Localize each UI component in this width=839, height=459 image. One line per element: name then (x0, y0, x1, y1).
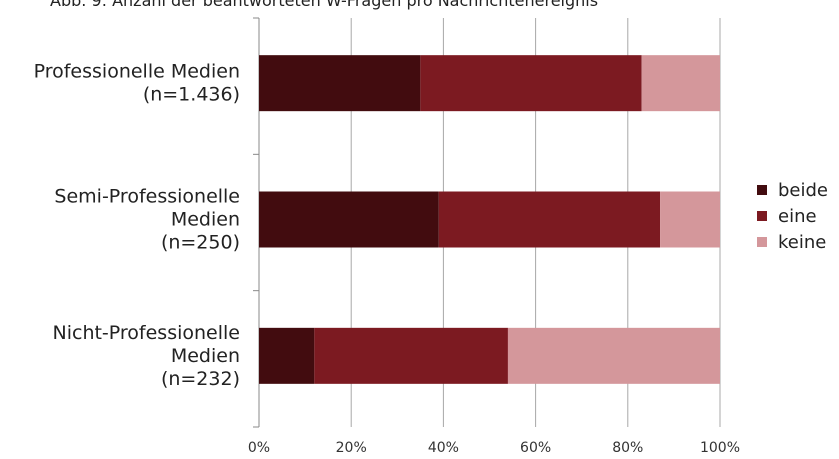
chart-title: Abb. 9: Anzahl der beantworteten W-Frage… (50, 0, 598, 10)
x-tick-labels: 0% 20% 40% 60% 80% 100% (248, 440, 740, 456)
bars (259, 55, 720, 384)
bar-beide (259, 191, 439, 248)
legend: beide eine keine (757, 180, 828, 253)
category-label: Semi-Professionelle (54, 186, 240, 208)
category-labels: Professionelle Medien(n=1.436) Semi-Profe… (34, 61, 240, 390)
legend-label-eine: eine (778, 206, 817, 227)
bar-eine (420, 55, 642, 112)
x-tick-label: 40% (428, 440, 459, 456)
x-tick-label: 0% (248, 440, 270, 456)
x-tick-label: 80% (612, 440, 643, 456)
bar-eine (438, 191, 661, 248)
x-tick-label: 60% (520, 440, 551, 456)
bar-eine (314, 327, 508, 384)
bar-beide (259, 55, 421, 112)
category-label: (n=250) (161, 232, 240, 254)
category-label: (n=232) (161, 368, 240, 390)
category-label: (n=1.436) (143, 84, 240, 106)
x-tick-label: 100% (700, 440, 740, 456)
legend-label-beide: beide (778, 180, 828, 201)
legend-label-keine: keine (778, 232, 826, 253)
x-tick-label: 20% (336, 440, 367, 456)
y-axis (253, 17, 260, 428)
bar-beide (259, 327, 315, 384)
bar-keine (507, 327, 720, 384)
legend-swatch-keine (757, 237, 767, 247)
legend-swatch-beide (757, 185, 767, 195)
category-label: Professionelle Medien (34, 61, 240, 83)
bar-keine (641, 55, 720, 112)
category-label: Medien (171, 209, 240, 231)
category-label: Medien (171, 345, 240, 367)
category-label: Nicht-Professionelle (53, 322, 241, 344)
legend-swatch-eine (757, 211, 767, 221)
bar-keine (660, 191, 720, 248)
